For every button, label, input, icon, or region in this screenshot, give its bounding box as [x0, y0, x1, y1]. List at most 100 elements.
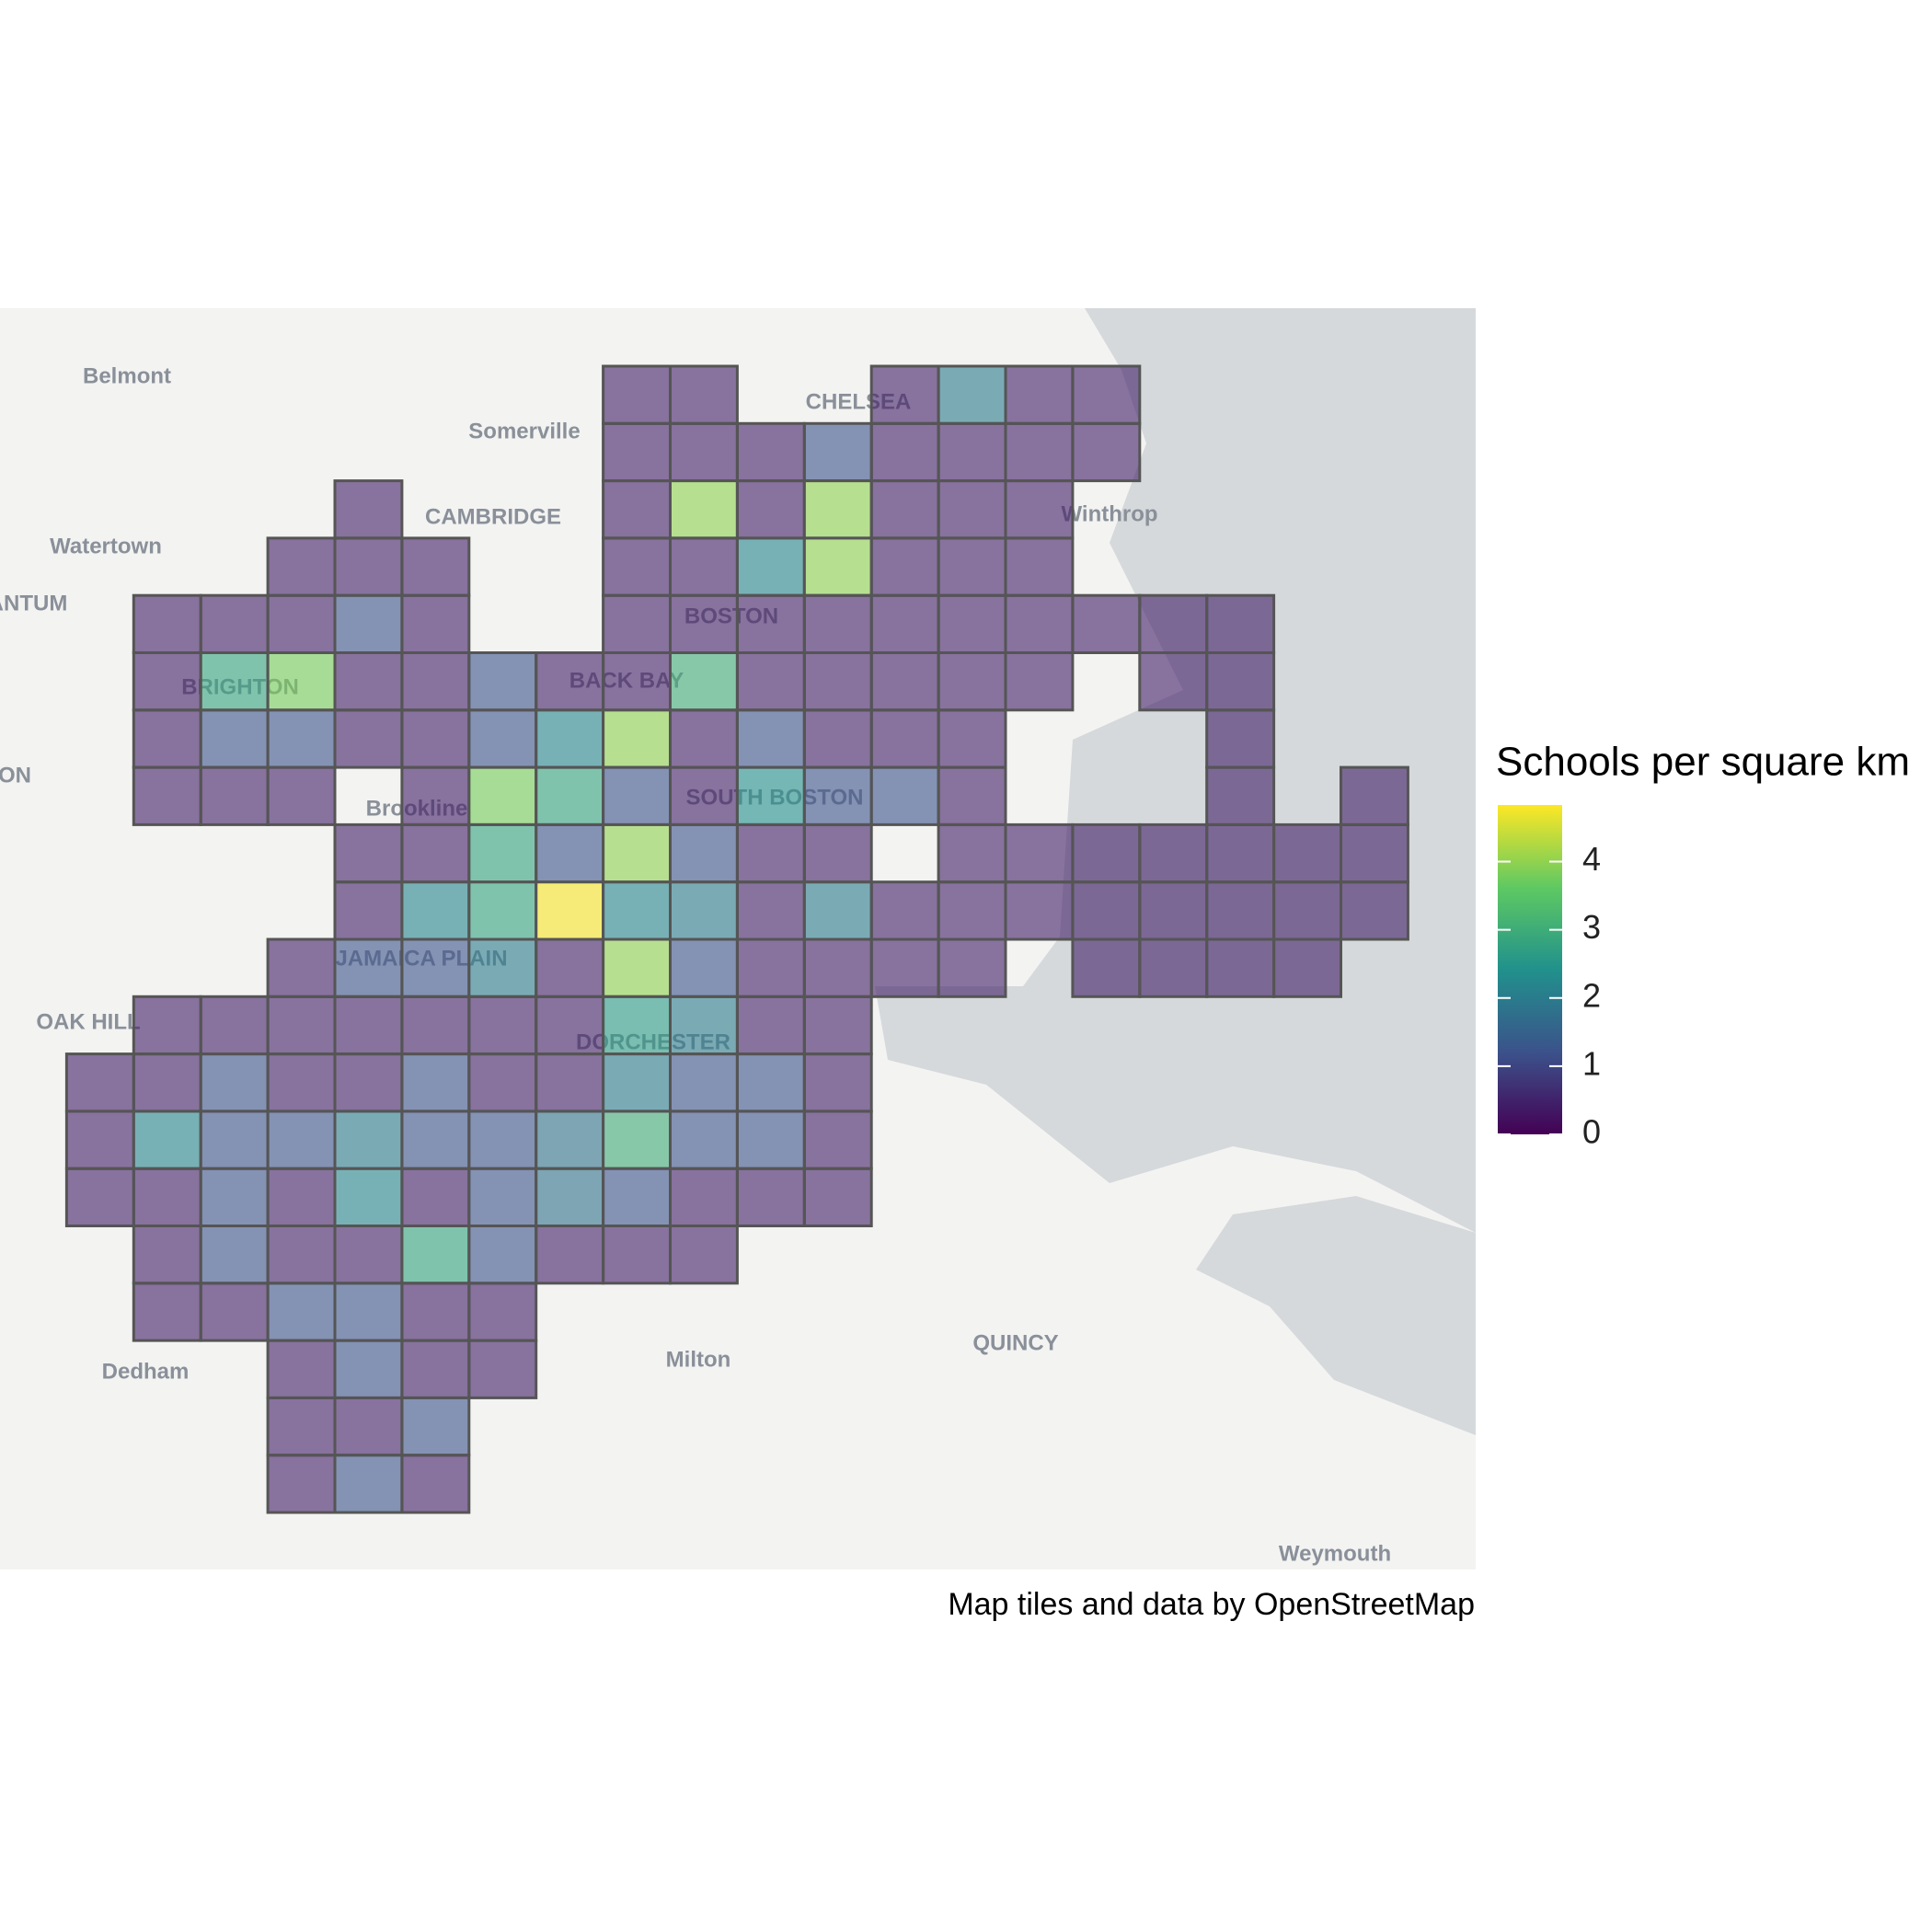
grid-cell [869, 593, 940, 655]
grid-cell [869, 651, 940, 712]
grid-cell [1205, 708, 1276, 769]
grid-cell [669, 1110, 739, 1170]
grid-cell [467, 1110, 538, 1170]
grid-cell [333, 1339, 404, 1399]
grid-cell [132, 651, 202, 712]
grid-cell [937, 822, 1007, 884]
grid-cell [199, 708, 270, 769]
grid-cell [802, 880, 873, 941]
grid-cell [400, 1110, 471, 1170]
grid-cell [602, 708, 672, 769]
grid-cell [467, 1225, 538, 1285]
grid-cell [937, 708, 1007, 769]
grid-cell [535, 937, 605, 998]
grid-cell [669, 1167, 739, 1227]
grid-cell [1138, 880, 1209, 941]
grid-cell [400, 1339, 471, 1399]
grid-cell [132, 593, 202, 655]
grid-cell [1071, 364, 1142, 425]
grid-cell [735, 1110, 806, 1170]
grid-cell [333, 536, 404, 597]
grid-cell [602, 1225, 672, 1285]
grid-cell [869, 421, 940, 483]
grid-cell [64, 1052, 135, 1113]
grid-cell [735, 479, 806, 540]
grid-cell [535, 651, 605, 712]
grid-cell [735, 1167, 806, 1227]
grid-cell [602, 1052, 672, 1113]
grid-cell [535, 1225, 605, 1285]
grid-cell [467, 1339, 538, 1399]
grid-cell [266, 1339, 337, 1399]
grid-cell [869, 880, 940, 941]
map-label: Winthrop [1061, 501, 1157, 526]
grid-cell [937, 479, 1007, 540]
map-label: ON [0, 763, 31, 788]
grid-cell [333, 995, 404, 1056]
map-label: QUINCY [972, 1330, 1058, 1355]
legend-title: Schools per square km [1496, 740, 1910, 785]
grid-cell [1138, 937, 1209, 998]
grid-cell [735, 880, 806, 941]
colorbar-tick-label: 0 [1582, 1113, 1601, 1151]
grid-cell [937, 421, 1007, 483]
grid-cell [333, 1167, 404, 1227]
grid-cell [132, 1225, 202, 1285]
grid-cell [735, 1052, 806, 1113]
grid-cell [266, 593, 337, 655]
grid-cell [802, 708, 873, 769]
grid-cell [669, 421, 739, 483]
grid-cell [602, 937, 672, 998]
grid-cell [535, 822, 605, 884]
grid-cell [333, 479, 404, 540]
grid-cell [1138, 651, 1209, 712]
grid-cell [266, 1282, 337, 1342]
grid-cell [266, 1454, 337, 1514]
grid-cell [266, 1225, 337, 1285]
grid-cell [535, 1110, 605, 1170]
grid-cell [1004, 479, 1075, 540]
grid-cell [1205, 880, 1276, 941]
water [875, 308, 1476, 1233]
grid-cell [802, 421, 873, 483]
map-label: Watertown [50, 534, 162, 558]
colorbar [1498, 805, 1562, 1134]
map-label: Somerville [468, 419, 580, 443]
grid-cell [400, 937, 471, 998]
grid-cell [400, 1225, 471, 1285]
grid-cell [669, 880, 739, 941]
grid-cell [199, 1167, 270, 1227]
colorbar-tick-label: 1 [1582, 1044, 1601, 1082]
grid-cell [467, 1282, 538, 1342]
grid-cell [735, 421, 806, 483]
grid-cell [266, 1052, 337, 1113]
grid-cell [333, 1454, 404, 1514]
grid-cell [669, 364, 739, 425]
grid-cell [1071, 937, 1142, 998]
grid-cell [802, 822, 873, 884]
colorbar-tick-label: 3 [1582, 908, 1601, 946]
grid-cell [400, 536, 471, 597]
grid-cell [266, 1110, 337, 1170]
grid-cell [802, 937, 873, 998]
grid-cell [1340, 880, 1409, 941]
grid-cell [266, 937, 337, 998]
grid-cell [333, 937, 404, 998]
grid-cell [132, 1110, 202, 1170]
grid-cell [602, 765, 672, 826]
grid-cell [199, 1110, 270, 1170]
grid-cell [266, 1396, 337, 1457]
grid-cell [869, 708, 940, 769]
grid-cell [1205, 822, 1276, 884]
legend: Schools per square km 0 1 2 3 4 [1496, 740, 1910, 1151]
map-label: Belmont [83, 363, 171, 388]
grid-cell [467, 651, 538, 712]
grid-cell [802, 1167, 873, 1227]
grid-cell [735, 995, 806, 1056]
grid-cell [735, 765, 806, 826]
grid-cell [869, 937, 940, 998]
grid-cell [669, 937, 739, 998]
grid-cell [535, 765, 605, 826]
grid-cell [602, 995, 672, 1056]
grid-cell [199, 1282, 270, 1342]
